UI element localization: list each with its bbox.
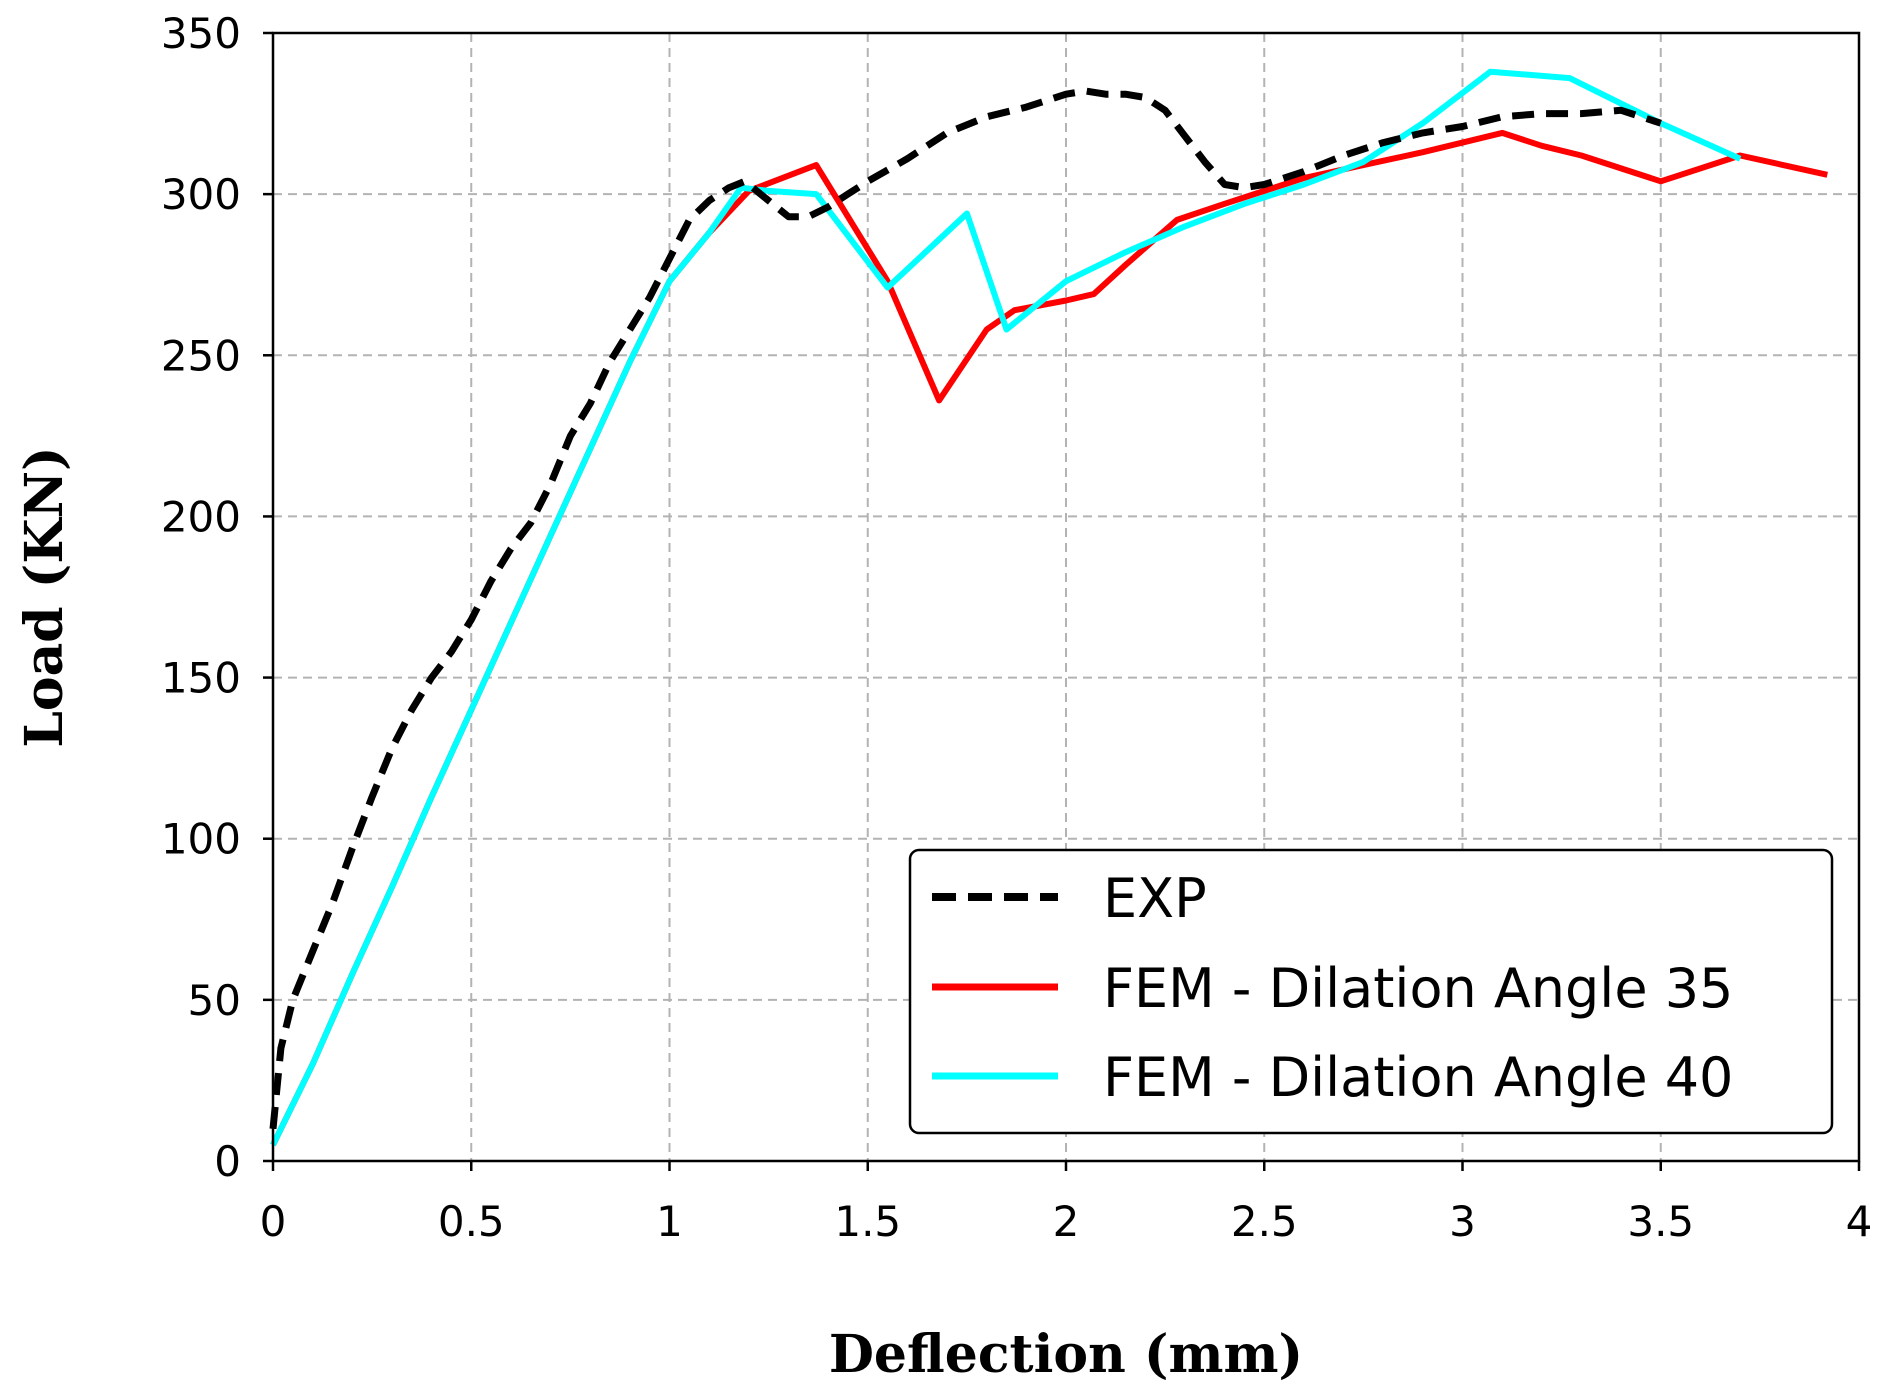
x-tick-label-2: 2 (1053, 1197, 1080, 1246)
x-tick-labels: 0 0.5 1 1.5 2 2.5 3 3.5 4 (260, 1197, 1873, 1246)
series-lines (269, 68, 1828, 1147)
y-tick-label-150: 150 (161, 654, 241, 703)
x-tick-label-1: 1 (656, 1197, 683, 1246)
series-line-exp (269, 87, 1662, 1130)
legend-label-exp: EXP (1103, 867, 1207, 930)
x-tick-label-0-5: 0.5 (438, 1197, 505, 1246)
y-tick-labels: 0 50 100 150 200 250 300 350 (161, 9, 241, 1186)
y-tick-label-50: 50 (188, 976, 241, 1025)
y-tick-label-300: 300 (161, 170, 241, 219)
x-tick-label-4: 4 (1846, 1197, 1873, 1246)
y-tick-label-100: 100 (161, 815, 241, 864)
x-tick-label-1-5: 1.5 (834, 1197, 901, 1246)
x-tick-label-0: 0 (260, 1197, 287, 1246)
x-tick-label-3: 3 (1449, 1197, 1476, 1246)
legend-label-fem-40: FEM - Dilation Angle 40 (1103, 1046, 1733, 1109)
legend: EXP FEM - Dilation Angle 35 FEM - Dilati… (908, 848, 1834, 1135)
y-tick-label-250: 250 (161, 331, 241, 380)
x-tick-label-2-5: 2.5 (1231, 1197, 1298, 1246)
x-tick-label-3-5: 3.5 (1627, 1197, 1694, 1246)
y-tick-label-200: 200 (161, 492, 241, 541)
x-axis-title: Deflection (mm) (829, 1324, 1303, 1385)
legend-box (908, 848, 1834, 1135)
legend-label-fem-35: FEM - Dilation Angle 35 (1103, 957, 1733, 1020)
series-line-fem-dilation-angle-40 (270, 68, 1742, 1147)
y-tick-label-0: 0 (214, 1137, 241, 1186)
axis-ticks (263, 31, 1861, 1171)
y-tick-label-350: 350 (161, 9, 241, 58)
y-axis-title: Load (KN) (14, 446, 75, 747)
